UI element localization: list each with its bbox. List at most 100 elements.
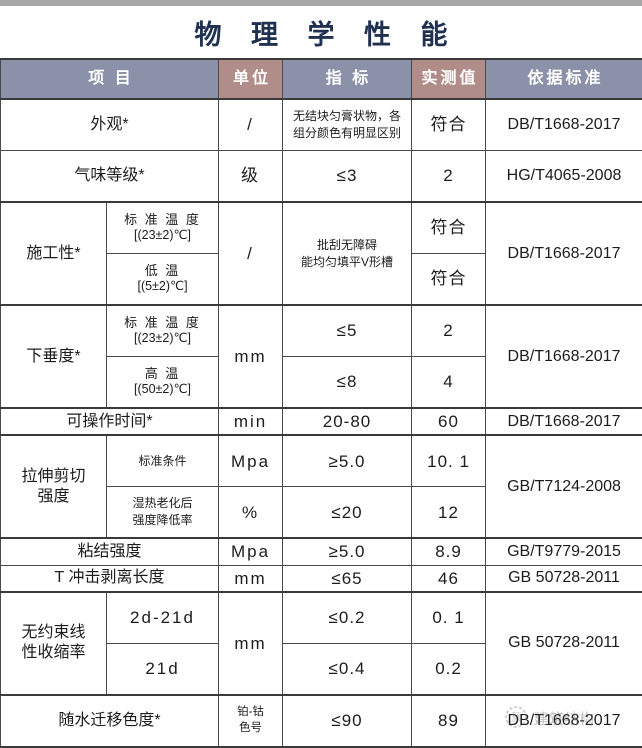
cell-measured: 89 <box>412 695 486 747</box>
page-title: 物 理 学 性 能 <box>0 6 642 58</box>
subitem-line-2: 强度降低率 <box>110 512 215 529</box>
cell-measured: 2 <box>412 151 486 203</box>
cell-measured: 符合 <box>412 202 486 254</box>
cell-measured: 46 <box>412 565 486 592</box>
index-line-1: 无结块匀膏状物，各 <box>293 109 401 123</box>
cell-index: 20-80 <box>283 408 412 435</box>
cell-unit: mm <box>219 565 283 592</box>
cell-unit: mm <box>219 305 283 408</box>
cell-unit: / <box>219 202 283 305</box>
item-line-1: 无约束线 <box>21 624 85 641</box>
cell-unit: 铂-钴 色号 <box>219 695 283 747</box>
cell-index: ≤0.2 <box>283 592 412 644</box>
cell-measured: 符合 <box>412 99 486 151</box>
cell-unit: / <box>219 99 283 151</box>
cell-unit: % <box>219 487 283 539</box>
item-line-2: 性收缩率 <box>21 644 85 661</box>
table-row: 下垂度* 标 准 温 度 [(23±2)℃] mm ≤5 2 DB/T1668-… <box>1 305 642 357</box>
cell-item: T 冲击剥离长度 <box>1 565 219 592</box>
subitem-line-1: 标 准 温 度 <box>110 212 215 228</box>
column-header-standard: 依据标准 <box>486 59 642 99</box>
cell-index: ≤3 <box>283 151 412 203</box>
index-line-2: 组分颜色有明显区别 <box>293 126 401 140</box>
unit-line-1: 铂-钴 <box>237 706 264 718</box>
cell-unit: mm <box>219 592 283 695</box>
cell-index: ≤5 <box>283 305 412 357</box>
cell-item: 气味等级* <box>1 151 219 203</box>
cell-index: ≤20 <box>283 487 412 539</box>
cell-subitem: 21d <box>107 643 219 695</box>
cell-subitem: 标 准 温 度 [(23±2)℃] <box>107 305 219 357</box>
cell-standard: DB/T1668-2017 <box>486 305 642 408</box>
cell-standard: DB/T1668-2017 <box>486 99 642 151</box>
cell-index: ≤8 <box>283 357 412 409</box>
cell-item: 拉伸剪切 强度 <box>1 435 107 538</box>
cell-measured: 8.9 <box>412 538 486 565</box>
cell-standard: GB 50728-2011 <box>486 565 642 592</box>
cell-measured: 0.2 <box>412 643 486 695</box>
cell-index: 无结块匀膏状物，各 组分颜色有明显区别 <box>283 99 412 151</box>
cell-index: ≥5.0 <box>283 435 412 487</box>
item-line-1: 拉伸剪切 <box>21 468 85 485</box>
cell-measured: 0. 1 <box>412 592 486 644</box>
cell-index: ≥5.0 <box>283 538 412 565</box>
cell-index: ≤90 <box>283 695 412 747</box>
table-row: 可操作时间* min 20-80 60 DB/T1668-2017 <box>1 408 642 435</box>
cell-standard: DB/T1668-2017 <box>486 695 642 747</box>
cell-index: ≤65 <box>283 565 412 592</box>
subitem-line-2: [(23±2)℃] <box>110 331 215 347</box>
column-header-index: 指 标 <box>283 59 412 99</box>
column-header-measured: 实测值 <box>412 59 486 99</box>
cell-item: 外观* <box>1 99 219 151</box>
cell-item: 随水迁移色度* <box>1 695 219 747</box>
item-line-2: 强度 <box>37 488 69 505</box>
cell-subitem: 标 准 温 度 [(23±2)℃] <box>107 202 219 254</box>
index-line-2: 能均匀填平V形槽 <box>301 255 393 269</box>
table-row: 随水迁移色度* 铂-钴 色号 ≤90 89 DB/T1668-2017 <box>1 695 642 747</box>
cell-measured: 12 <box>412 487 486 539</box>
cell-item: 无约束线 性收缩率 <box>1 592 107 695</box>
subitem-line-1: 标 准 温 度 <box>110 315 215 331</box>
cell-standard: GB/T9779-2015 <box>486 538 642 565</box>
table-wrapper: 项 目 单位 指 标 实测值 依据标准 外观* / 无结块匀膏状物，各 组分颜色… <box>0 58 642 748</box>
column-header-item: 项 目 <box>1 59 219 99</box>
cell-item: 可操作时间* <box>1 408 219 435</box>
cell-unit: Mpa <box>219 435 283 487</box>
cell-item: 下垂度* <box>1 305 107 408</box>
table-header-row: 项 目 单位 指 标 实测值 依据标准 <box>1 59 642 99</box>
cell-measured: 2 <box>412 305 486 357</box>
subitem-line-1: 低 温 <box>110 263 215 279</box>
subitem-line-2: [(50±2)℃] <box>110 382 215 398</box>
cell-item: 粘结强度 <box>1 538 219 565</box>
cell-subitem: 低 温 [(5±2)℃] <box>107 254 219 306</box>
table-row: T 冲击剥离长度 mm ≤65 46 GB 50728-2011 <box>1 565 642 592</box>
cell-standard: HG/T4065-2008 <box>486 151 642 203</box>
cell-standard: DB/T1668-2017 <box>486 408 642 435</box>
column-header-unit: 单位 <box>219 59 283 99</box>
cell-item: 施工性* <box>1 202 107 305</box>
cell-index: ≤0.4 <box>283 643 412 695</box>
index-line-1: 批刮无障碍 <box>317 238 377 252</box>
cell-subitem: 标准条件 <box>107 435 219 487</box>
subitem-line-2: [(23±2)℃] <box>110 228 215 244</box>
unit-line-2: 色号 <box>239 722 262 734</box>
cell-subitem: 2d-21d <box>107 592 219 644</box>
table-row: 拉伸剪切 强度 标准条件 Mpa ≥5.0 10. 1 GB/T7124-200… <box>1 435 642 487</box>
physical-performance-table: 项 目 单位 指 标 实测值 依据标准 外观* / 无结块匀膏状物，各 组分颜色… <box>0 58 642 748</box>
cell-unit: 级 <box>219 151 283 203</box>
cell-unit: min <box>219 408 283 435</box>
table-row: 气味等级* 级 ≤3 2 HG/T4065-2008 <box>1 151 642 203</box>
cell-measured: 60 <box>412 408 486 435</box>
table-row: 粘结强度 Mpa ≥5.0 8.9 GB/T9779-2015 <box>1 538 642 565</box>
subitem-line-1: 高 温 <box>110 366 215 382</box>
subitem-line-2: [(5±2)℃] <box>110 279 215 295</box>
cell-subitem: 湿热老化后 强度降低率 <box>107 487 219 539</box>
cell-measured: 10. 1 <box>412 435 486 487</box>
cell-standard: GB 50728-2011 <box>486 592 642 695</box>
table-row: 施工性* 标 准 温 度 [(23±2)℃] / 批刮无障碍 能均匀填平V形槽 … <box>1 202 642 254</box>
table-row: 无约束线 性收缩率 2d-21d mm ≤0.2 0. 1 GB 50728-2… <box>1 592 642 644</box>
cell-measured: 符合 <box>412 254 486 306</box>
cell-standard: DB/T1668-2017 <box>486 202 642 305</box>
cell-subitem: 高 温 [(50±2)℃] <box>107 357 219 409</box>
cell-measured: 4 <box>412 357 486 409</box>
